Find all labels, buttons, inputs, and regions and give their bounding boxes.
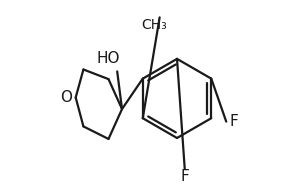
Text: F: F [230,114,238,129]
Text: O: O [60,90,72,105]
Text: HO: HO [97,51,120,66]
Text: F: F [180,169,189,184]
Text: CH₃: CH₃ [141,18,167,32]
